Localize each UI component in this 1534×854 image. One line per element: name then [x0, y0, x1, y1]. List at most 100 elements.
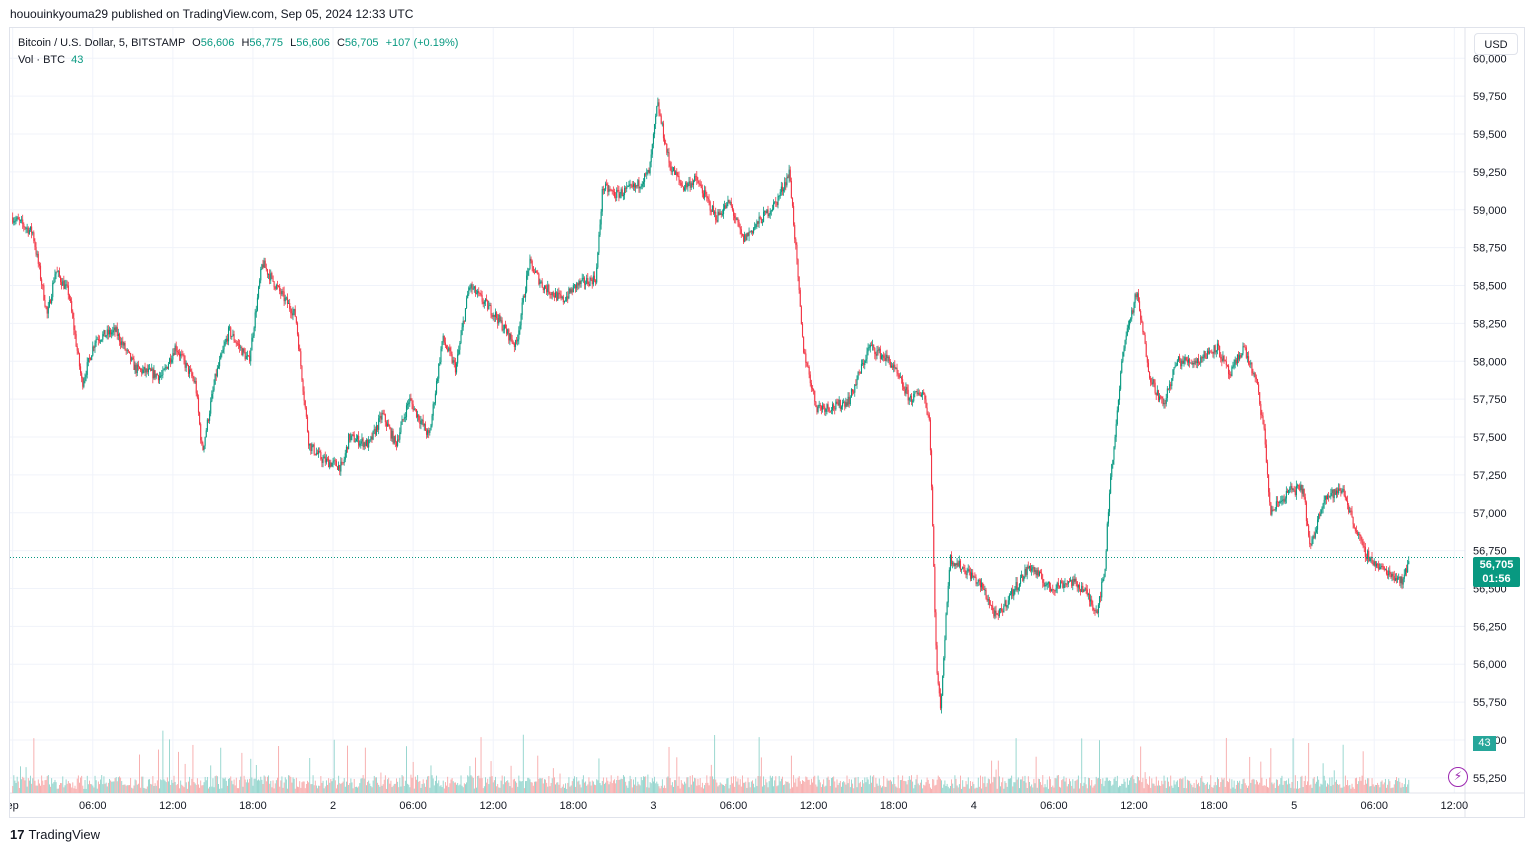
candle-body [897, 373, 899, 375]
volume-bar [510, 765, 512, 793]
volume-bar [101, 775, 103, 793]
volume-bar [178, 751, 179, 793]
volume-bar [441, 787, 443, 793]
volume-bar [343, 778, 345, 793]
candle-body [1068, 581, 1071, 582]
volume-bar [453, 782, 455, 793]
volume-bar [473, 788, 475, 793]
volume-bar [550, 782, 552, 793]
candle-body [49, 300, 52, 304]
volume-bar [33, 738, 35, 793]
volume-bar [795, 778, 797, 793]
candle-body [271, 273, 273, 276]
candle-body [78, 353, 81, 367]
candle-body [43, 285, 45, 301]
candle-body [533, 272, 535, 274]
candle-body [423, 423, 425, 426]
candle-body [888, 356, 890, 362]
volume-bar [67, 781, 69, 793]
volume-bar [310, 784, 312, 793]
volume-bar [577, 781, 579, 793]
currency-button[interactable]: USD [1474, 33, 1518, 55]
volume-bar [1015, 738, 1017, 793]
volume-bar [1300, 776, 1302, 793]
volume-bar [260, 776, 262, 793]
tradingview-logo[interactable]: 17 TradingView [10, 827, 100, 842]
volume-bar [1403, 784, 1405, 793]
candle-body [1207, 350, 1210, 354]
volume-bar [1117, 787, 1119, 793]
legend-symbol[interactable]: Bitcoin / U.S. Dollar, 5, BITSTAMP [18, 37, 186, 49]
candle-body [942, 675, 944, 696]
candle-body [803, 336, 805, 353]
candle-body [46, 306, 48, 314]
volume-bar [1134, 782, 1136, 793]
volume-bar [587, 784, 589, 793]
volume-bar [328, 778, 330, 793]
volume-bar [596, 779, 598, 793]
candle-body [74, 329, 76, 335]
volume-bar [1344, 775, 1346, 793]
candle-body [620, 189, 622, 194]
candle-body [977, 580, 979, 583]
volume-bar [369, 783, 371, 793]
candle-body [265, 267, 267, 270]
volume-bar [1408, 779, 1410, 793]
candle-body [931, 450, 933, 487]
candle-body [517, 339, 519, 342]
volume-bar [440, 785, 442, 793]
volume-bar [707, 782, 709, 793]
volume-bar [1125, 787, 1127, 793]
volume-bar [66, 783, 68, 793]
volume-bar [230, 776, 232, 793]
candle-body [95, 339, 97, 343]
candle-body [1206, 350, 1208, 359]
candle-body [409, 398, 411, 403]
volume-bar [619, 779, 621, 793]
volume-bar [1129, 780, 1131, 793]
volume-bar [1249, 756, 1251, 793]
y-tick-label: 58,250 [1473, 318, 1507, 330]
candle-body [1269, 492, 1271, 503]
tradingview-logo-text: TradingView [28, 827, 101, 842]
volume-bar [1339, 784, 1341, 793]
candle-body [949, 555, 952, 570]
price-chart[interactable]: 55,25055,50055,75056,00056,25056,50056,7… [10, 28, 1524, 817]
lightning-icon[interactable]: ⚡ [1448, 767, 1468, 787]
candle-body [1250, 362, 1252, 365]
candle-body [558, 292, 560, 294]
candle-body [1324, 495, 1326, 500]
candle-body [305, 407, 307, 417]
volume-bar [1093, 785, 1095, 793]
candle-body [133, 359, 135, 370]
volume-bar [436, 775, 437, 793]
candle-body [372, 430, 374, 440]
candle-body [231, 336, 233, 337]
candle-body [654, 124, 656, 135]
volume-bar [753, 783, 755, 793]
candle-body [98, 340, 101, 342]
volume-bar [1168, 781, 1169, 793]
candle-body [700, 184, 702, 189]
volume-bar [1383, 782, 1385, 793]
volume-bar [26, 786, 28, 793]
volume-bar [452, 781, 454, 793]
volume-bar [854, 777, 856, 793]
volume-bar [304, 788, 306, 793]
candle-body [1308, 525, 1310, 536]
candle-body [685, 182, 687, 188]
candle-body [21, 219, 23, 221]
candle-body [907, 389, 909, 401]
volume-bar [806, 777, 808, 793]
volume-bar [1252, 778, 1254, 793]
candle-body [711, 205, 713, 212]
candle-body [797, 259, 799, 277]
legend-volume-label[interactable]: Vol · BTC [18, 54, 66, 66]
volume-bar [929, 787, 931, 793]
candle-body [410, 398, 412, 401]
candle-body [647, 169, 649, 173]
volume-bar [1238, 782, 1240, 793]
volume-bar [374, 777, 376, 793]
volume-bar [156, 780, 158, 793]
candle-body [1093, 609, 1095, 611]
